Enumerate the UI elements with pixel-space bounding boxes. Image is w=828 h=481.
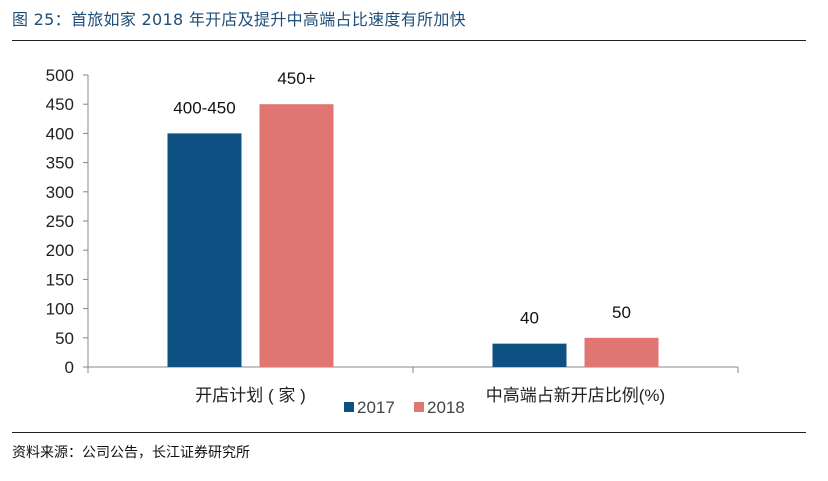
y-tick-label: 0 (65, 358, 74, 377)
source-note: 资料来源：公司公告，长江证券研究所 (12, 445, 250, 461)
y-tick-label: 50 (55, 329, 74, 348)
bar-chart: 0 50 100 150 200 250 300 350 400 450 500 400-450 450… (46, 66, 739, 417)
data-label: 400-450 (173, 98, 235, 117)
bar-2017 (492, 343, 567, 367)
figure-title: 图 25：首旅如家 2018 年开店及提升中高端占比速度有所加快 (12, 10, 466, 29)
y-tick-label: 450 (46, 95, 74, 114)
legend-swatch-2017 (344, 402, 354, 412)
legend-label-2017: 2017 (357, 398, 395, 417)
y-tick-label: 250 (46, 212, 74, 231)
source-divider (12, 432, 806, 433)
y-tick-label: 100 (46, 300, 74, 319)
legend-swatch-2018 (414, 402, 424, 412)
data-label: 40 (520, 309, 539, 328)
data-label: 450+ (277, 69, 315, 88)
title-divider (12, 40, 806, 41)
y-tick-label: 300 (46, 183, 74, 202)
bar-2018 (584, 337, 659, 367)
data-label: 50 (612, 303, 631, 322)
y-tick-label: 150 (46, 270, 74, 289)
bar-2018 (259, 104, 334, 367)
x-category-label: 中高端占新开店比例(%) (486, 386, 665, 405)
y-tick-label: 500 (46, 66, 74, 85)
y-tick-label: 350 (46, 154, 74, 173)
x-category-label: 开店计划 ( 家 ) (195, 386, 306, 405)
y-tick-label: 200 (46, 241, 74, 260)
bar-2017 (167, 133, 242, 367)
legend-label-2018: 2018 (427, 398, 465, 417)
y-tick-label: 400 (46, 124, 74, 143)
